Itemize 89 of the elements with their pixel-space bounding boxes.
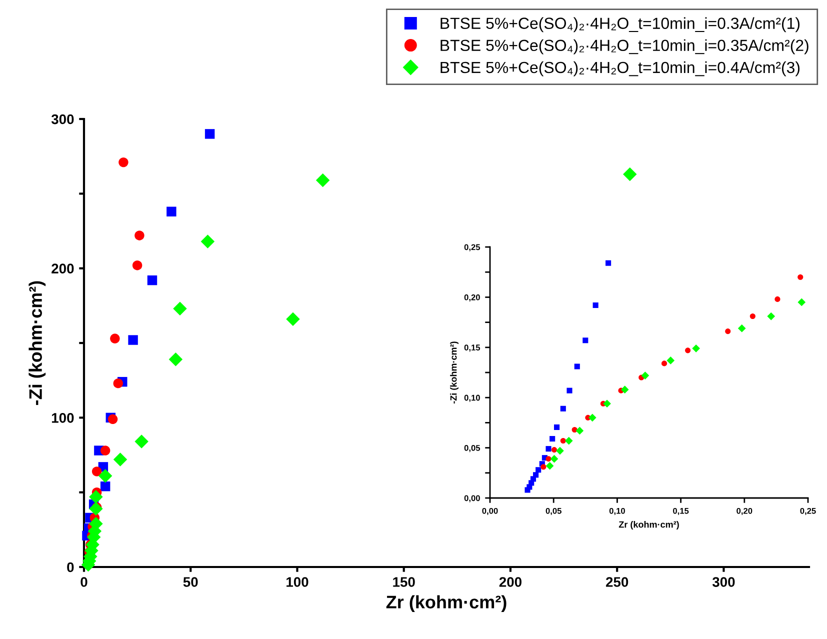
point <box>168 352 183 366</box>
point <box>560 438 566 444</box>
point <box>623 167 637 182</box>
point <box>113 378 123 388</box>
x-tick-label: 300 <box>712 577 735 587</box>
point <box>661 360 668 366</box>
point <box>134 434 148 448</box>
y-tick-label: 300 <box>51 114 74 124</box>
point <box>738 324 746 332</box>
y-tick-label: 0,00 <box>464 495 480 502</box>
legend-label: BTSE 5%+Ce(SO₄)₂·4H₂O_t=10min_i=0.3A/cm²(1) <box>440 17 800 32</box>
point <box>592 302 598 308</box>
point <box>546 456 552 462</box>
point <box>89 490 103 504</box>
y-axis-title: -Zi (kohm·cm²) <box>28 281 46 405</box>
point <box>550 454 558 463</box>
x-tick-label: 250 <box>606 577 628 587</box>
point <box>173 302 187 316</box>
point <box>546 462 554 470</box>
point <box>692 344 700 352</box>
x-axis-title: Zr (kohm·cm²) <box>386 595 506 612</box>
legend-label: BTSE 5%+Ce(SO₄)₂·4H₂O_t=10min_i=0.4A/cm²(3) <box>440 61 800 76</box>
point <box>113 452 128 466</box>
point <box>536 467 542 473</box>
point <box>767 312 776 320</box>
point <box>576 426 584 435</box>
y-tick-label: 0,15 <box>464 344 480 352</box>
point <box>620 386 629 394</box>
y-tick-label: 0,25 <box>464 244 480 252</box>
x-tick-label: 0,10 <box>609 508 625 516</box>
y-tick-label: 0,10 <box>464 394 480 402</box>
point <box>641 372 650 380</box>
point <box>200 234 215 248</box>
point <box>100 446 110 456</box>
point <box>92 466 102 476</box>
point <box>118 157 128 168</box>
point <box>110 334 120 344</box>
point <box>316 173 330 188</box>
legend-label: BTSE 5%+Ce(SO₄)₂·4H₂O_t=10min_i=0.35A/cm²(2) <box>440 39 808 54</box>
point <box>750 314 756 320</box>
x-tick-label: 0,05 <box>546 508 562 516</box>
point <box>98 469 112 483</box>
y-axis-title: -Zi (kohm·cm²) <box>450 342 459 404</box>
point <box>725 328 731 334</box>
point <box>550 436 556 442</box>
x-tick-label: 0,15 <box>673 508 689 516</box>
point <box>132 260 142 270</box>
y-tick-label: 200 <box>52 264 74 274</box>
point <box>546 446 552 452</box>
point <box>204 129 215 139</box>
x-tick-label: 150 <box>393 577 415 587</box>
point <box>147 275 158 286</box>
x-tick-label: 50 <box>183 577 198 587</box>
point <box>100 482 110 492</box>
point <box>134 230 144 240</box>
point <box>556 446 564 455</box>
point <box>551 447 558 453</box>
x-tick-label: 0,00 <box>482 508 498 516</box>
point <box>798 274 804 280</box>
point <box>564 436 573 445</box>
point <box>666 356 675 364</box>
point <box>574 364 580 370</box>
point <box>606 260 612 266</box>
point <box>588 414 596 422</box>
point <box>685 348 691 354</box>
x-axis-title: Zr (kohm·cm²) <box>618 521 679 530</box>
point <box>554 424 560 430</box>
x-tick-label: 100 <box>286 577 308 587</box>
point <box>603 400 611 408</box>
point <box>582 338 588 344</box>
y-tick-label: 100 <box>52 413 74 423</box>
x-tick-label: 0,25 <box>800 508 816 516</box>
point <box>798 298 806 306</box>
point <box>774 296 780 302</box>
point <box>286 312 300 326</box>
y-tick-label: 0,20 <box>464 294 480 302</box>
point <box>540 464 546 470</box>
point <box>128 335 138 345</box>
x-tick-label: 0,20 <box>736 508 752 516</box>
point <box>533 472 539 478</box>
point <box>89 502 103 516</box>
y-tick-label: 0,05 <box>464 445 480 452</box>
point <box>560 406 566 412</box>
y-tick-label: 0 <box>67 562 74 572</box>
point <box>566 388 572 394</box>
x-tick-label: 200 <box>499 577 522 587</box>
point <box>166 206 176 216</box>
point <box>572 426 578 433</box>
x-tick-label: 0 <box>80 577 88 587</box>
